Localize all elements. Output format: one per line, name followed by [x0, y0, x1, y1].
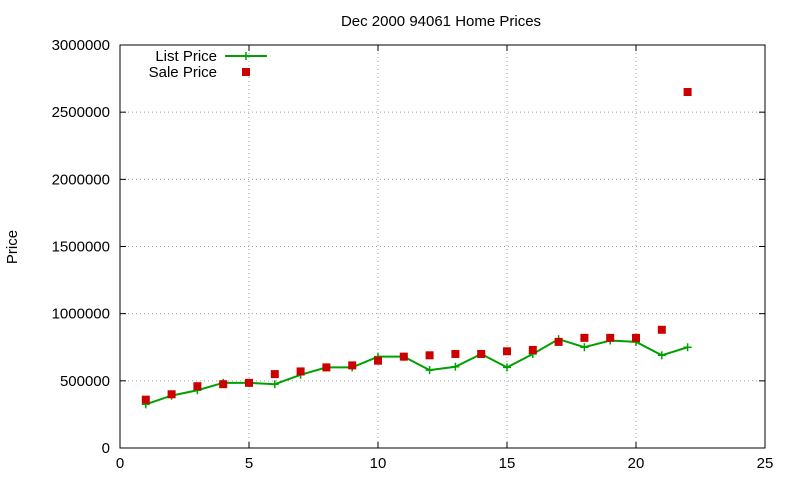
y-tick-label: 2500000	[52, 104, 110, 121]
legend-label-sale-price: Sale Price	[149, 64, 217, 81]
sale-price-point	[374, 356, 382, 365]
sale-price-point	[425, 351, 434, 360]
sale-price-point	[399, 352, 408, 361]
list-price-point	[580, 343, 589, 352]
sale-price-point	[270, 370, 279, 379]
list-price-point	[657, 351, 666, 360]
x-tick-label: 25	[757, 455, 774, 472]
sale-price-point	[657, 325, 666, 334]
x-tick-label: 15	[499, 455, 516, 472]
x-tick-label: 0	[116, 455, 124, 472]
x-tick-label: 5	[245, 455, 253, 472]
sale-price-point	[193, 382, 202, 391]
list-price-line	[145, 338, 688, 406]
list-price-point	[425, 366, 434, 375]
y-tick-label: 2000000	[52, 171, 110, 188]
sale-price-point	[580, 333, 589, 342]
sale-price-point	[167, 390, 176, 399]
series-group	[141, 88, 692, 409]
sale-price-point	[683, 88, 692, 97]
sale-price-point	[528, 345, 537, 354]
sale-price-point	[245, 378, 253, 387]
y-tick-label: 0	[102, 440, 110, 457]
list-price-point	[270, 380, 279, 389]
sale-price-point	[477, 349, 486, 358]
list-price-point	[683, 343, 692, 352]
sale-price-point	[219, 380, 228, 389]
y-tick-label: 500000	[60, 373, 110, 390]
sale-price-point	[554, 337, 563, 346]
chart-title: Dec 2000 94061 Home Prices	[341, 13, 541, 30]
sale-price-point	[348, 361, 357, 370]
sale-price-point	[296, 367, 305, 376]
y-tick-label: 3000000	[52, 37, 110, 54]
y-axis-label: Price	[4, 230, 21, 264]
y-tick-label: 1500000	[52, 239, 110, 256]
y-tick-label: 1000000	[52, 306, 110, 323]
list-price-point	[503, 363, 511, 372]
sale-price-point	[632, 333, 640, 342]
sale-price-point	[322, 363, 331, 372]
legend-marker-sale-price	[242, 68, 250, 76]
sale-price-point	[451, 349, 460, 358]
legend-marker-list-price	[242, 52, 250, 60]
list-price-point	[451, 362, 460, 371]
x-tick-label: 10	[370, 455, 387, 472]
axis-ticks: 0 5 10 15 20 25 0 500000 1000000 1500000 2000000 25…	[52, 37, 774, 472]
legend-label-list-price: List Price	[155, 48, 217, 65]
sale-price-point	[606, 333, 615, 342]
x-tick-label: 20	[628, 455, 645, 472]
grid	[120, 45, 765, 448]
sale-price-point	[141, 395, 150, 404]
sale-price-point	[503, 347, 511, 356]
